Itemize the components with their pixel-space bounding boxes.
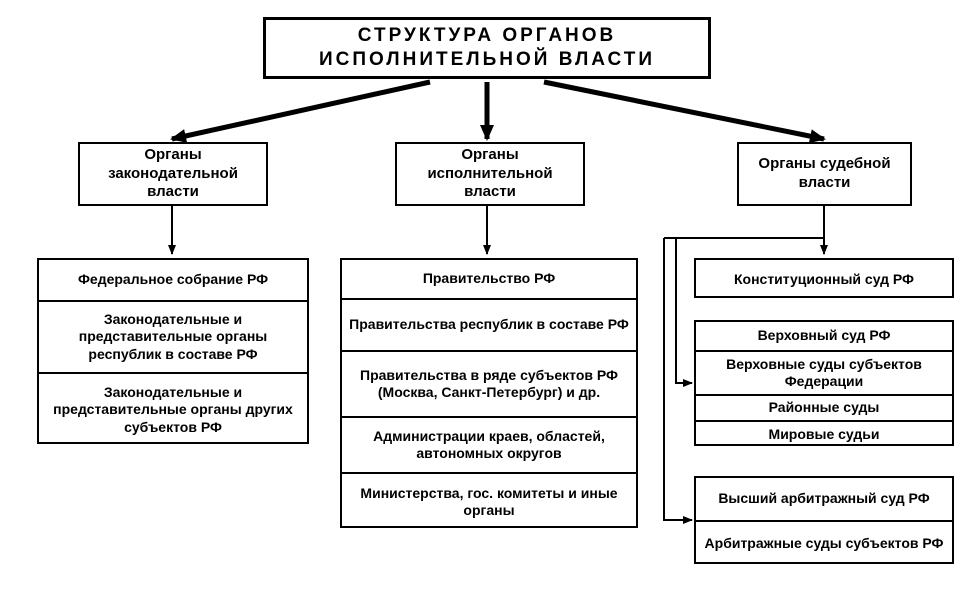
cell-executive-0: Правительство РФ — [342, 260, 636, 300]
stack-executive: Правительство РФ Правительства республик… — [340, 258, 638, 528]
cell-judicial-top-0: Конституционный суд РФ — [696, 260, 952, 300]
cell-judicial-bot-1: Арбитражные суды субъектов РФ — [696, 522, 952, 566]
cell-executive-4: Министерства, гос. комитеты и иные орган… — [342, 474, 636, 530]
cell-legislative-0: Федеральное собрание РФ — [39, 260, 307, 302]
stack-judicial-bot: Высший арбитражный суд РФ Арбитражные су… — [694, 476, 954, 564]
cell-legislative-1: Законодательные и представительные орган… — [39, 302, 307, 374]
cell-legislative-2: Законодательные и представительные орган… — [39, 374, 307, 446]
cell-judicial-mid-1: Верховные суды субъектов Федерации — [696, 352, 952, 396]
branch-judicial: Органы судебной власти — [737, 142, 912, 206]
cell-executive-3: Администрации краев, областей, автономны… — [342, 418, 636, 474]
title-text: СТРУКТУРА ОРГАНОВ ИСПОЛНИТЕЛЬНОЙ ВЛАСТИ — [272, 24, 702, 72]
cell-executive-2: Правительства в ряде субъектов РФ (Москв… — [342, 352, 636, 418]
branch-executive-label: Органы исполнительной власти — [403, 146, 577, 202]
cell-judicial-mid-3: Мировые судьи — [696, 422, 952, 448]
title-box: СТРУКТУРА ОРГАНОВ ИСПОЛНИТЕЛЬНОЙ ВЛАСТИ — [263, 17, 711, 79]
stack-legislative: Федеральное собрание РФ Законодательные … — [37, 258, 309, 444]
stack-judicial-mid: Верховный суд РФ Верховные суды субъекто… — [694, 320, 954, 446]
cell-judicial-mid-2: Районные суды — [696, 396, 952, 422]
cell-judicial-mid-0: Верховный суд РФ — [696, 322, 952, 352]
cell-executive-1: Правительства республик в составе РФ — [342, 300, 636, 352]
cell-judicial-bot-0: Высший арбитражный суд РФ — [696, 478, 952, 522]
branch-legislative-label: Органы законодательной власти — [86, 146, 260, 202]
branch-judicial-label: Органы судебной власти — [745, 155, 904, 193]
branch-legislative: Органы законодательной власти — [78, 142, 268, 206]
stack-judicial-top: Конституционный суд РФ — [694, 258, 954, 298]
branch-executive: Органы исполнительной власти — [395, 142, 585, 206]
